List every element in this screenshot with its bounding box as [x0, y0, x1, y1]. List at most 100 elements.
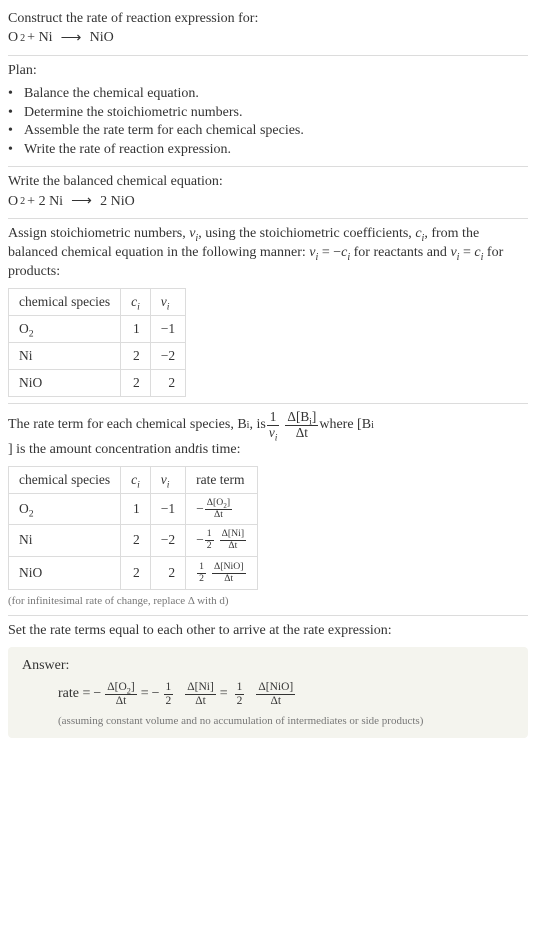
cell-nu: −2 [150, 525, 185, 556]
table-row: O2 1 −1 − Δ[O2] Δt [9, 493, 258, 524]
table-header-row: chemical species ci νi rate term [9, 466, 258, 493]
balanced-section: Write the balanced chemical equation: O2… [8, 167, 528, 218]
eq-sign: = [459, 245, 474, 260]
cell-c: 2 [121, 556, 151, 589]
assign-section: Assign stoichiometric numbers, νi, using… [8, 219, 528, 404]
plan-item-text: Assemble the rate term for each chemical… [24, 122, 304, 141]
arrow-icon: ⟶ [71, 192, 92, 212]
c-i: ci [341, 245, 350, 260]
cell-species: NiO [9, 556, 121, 589]
cell-nu: −1 [150, 493, 185, 524]
table-header-row: chemical species ci νi [9, 288, 186, 315]
plan-item: •Write the rate of reaction expression. [8, 141, 528, 160]
t3-frac: Δ[NiO] Δt [256, 681, 295, 707]
plan-item-text: Determine the stoichiometric numbers. [24, 104, 243, 123]
table-row: NiO 2 2 1 2 Δ[NiO] Δt [9, 556, 258, 589]
sub-i: i [167, 301, 170, 312]
assign-text: for reactants and [350, 245, 450, 260]
nb: ] [131, 681, 135, 693]
cell-c: 2 [121, 343, 151, 370]
t2-frac: Δ[Ni] Δt [185, 681, 216, 707]
cell-c: 1 [121, 315, 151, 342]
nu-i: νi [189, 226, 198, 241]
cell-species: O2 [9, 493, 121, 524]
intro-nio: NiO [90, 29, 114, 48]
cell-rate: − 1 2 Δ[Ni] Δt [186, 525, 258, 556]
rate-label: rate = [58, 685, 90, 704]
coef-frac: 1 2 [197, 562, 206, 584]
plan-item: •Determine the stoichiometric numbers. [8, 104, 528, 123]
col-nu: νi [150, 466, 185, 493]
col-rate: rate term [186, 466, 258, 493]
answer-title: Answer: [22, 657, 514, 676]
bal-plus: + 2 Ni [27, 193, 63, 212]
nb: ] [240, 561, 243, 572]
intro-section: Construct the rate of reaction expressio… [8, 4, 528, 55]
sp: Ni [19, 532, 33, 547]
assign-text: Assign stoichiometric numbers, [8, 226, 189, 241]
eq1: νi [309, 245, 318, 260]
col-c: ci [121, 466, 151, 493]
intro-prompt: Construct the rate of reaction expressio… [8, 10, 528, 29]
num: Δ[O2] [205, 498, 232, 509]
col-species: chemical species [9, 288, 121, 315]
rt-a: The rate term for each chemical species,… [8, 416, 247, 435]
rt-b: , is [249, 416, 265, 435]
sub-i: i [137, 301, 140, 312]
sp: Ni [19, 348, 33, 363]
sp-sub: 2 [29, 509, 34, 520]
answer-line: rate = − Δ[O2] Δt = − 1 2 Δ[Ni] Δt = 1 2 [22, 681, 514, 707]
db-b: ] [312, 409, 316, 424]
t3-coef: 1 2 [235, 681, 245, 707]
den: Δt [269, 695, 284, 708]
balanced-equation: O2 + 2 Ni ⟶ 2 NiO [8, 192, 528, 212]
intro-equation: O2 + Ni ⟶ NiO [8, 29, 528, 49]
rate-frac: Δ[Ni] Δt [220, 529, 246, 551]
t2-coef: 1 2 [164, 681, 174, 707]
dt: Δt [296, 425, 308, 440]
sp: O [19, 321, 29, 336]
balanced-title: Write the balanced chemical equation: [8, 173, 528, 192]
t2-pre: − [152, 685, 160, 704]
arrow-icon: ⟶ [61, 29, 82, 49]
bullet-icon: • [8, 141, 20, 160]
cell-species: Ni [9, 343, 121, 370]
num: 1 [164, 681, 174, 694]
nb: ] [227, 497, 230, 508]
rateterm-text: The rate term for each chemical species,… [8, 410, 528, 459]
table-row: O2 1 −1 [9, 315, 186, 342]
table-row: NiO 2 2 [9, 370, 186, 397]
table-row: Ni 2 −2 [9, 343, 186, 370]
set-text: Set the rate terms equal to each other t… [8, 622, 528, 641]
num: Δ[O2] [105, 681, 136, 694]
pre: − [196, 500, 204, 518]
plan-item: •Assemble the rate term for each chemica… [8, 122, 528, 141]
na: Δ[Ni [222, 528, 241, 539]
t1-frac: Δ[O2] Δt [105, 681, 136, 707]
nb: ] [289, 681, 293, 693]
frac-one-over-nu: 1 νi [267, 410, 280, 440]
rateterm-section: The rate term for each chemical species,… [8, 404, 528, 614]
den: 2 [164, 695, 174, 708]
intro-o: O [8, 29, 18, 48]
plan-title: Plan: [8, 62, 528, 81]
num: Δ[Ni] [185, 681, 216, 694]
cell-c: 2 [121, 370, 151, 397]
cell-species: Ni [9, 525, 121, 556]
na: Δ[NiO [258, 681, 289, 693]
intro-plus-ni: + Ni [27, 29, 52, 48]
den: Δt [114, 695, 129, 708]
cell-c: 2 [121, 525, 151, 556]
num: 1 [205, 529, 214, 540]
num: Δ[Bi] [285, 410, 318, 425]
cell-nu: −2 [150, 343, 185, 370]
table-row: Ni 2 −2 − 1 2 Δ[Ni] Δt [9, 525, 258, 556]
na: Δ[NiO [214, 561, 240, 572]
eq-sign: = − [318, 245, 341, 260]
coef-frac: 1 2 [205, 529, 214, 551]
num: 1 [197, 562, 206, 573]
plan-item: •Balance the chemical equation. [8, 85, 528, 104]
cell-rate: − Δ[O2] Δt [186, 493, 258, 524]
rate-frac: Δ[NiO] Δt [212, 562, 245, 584]
num: Δ[NiO] [256, 681, 295, 694]
